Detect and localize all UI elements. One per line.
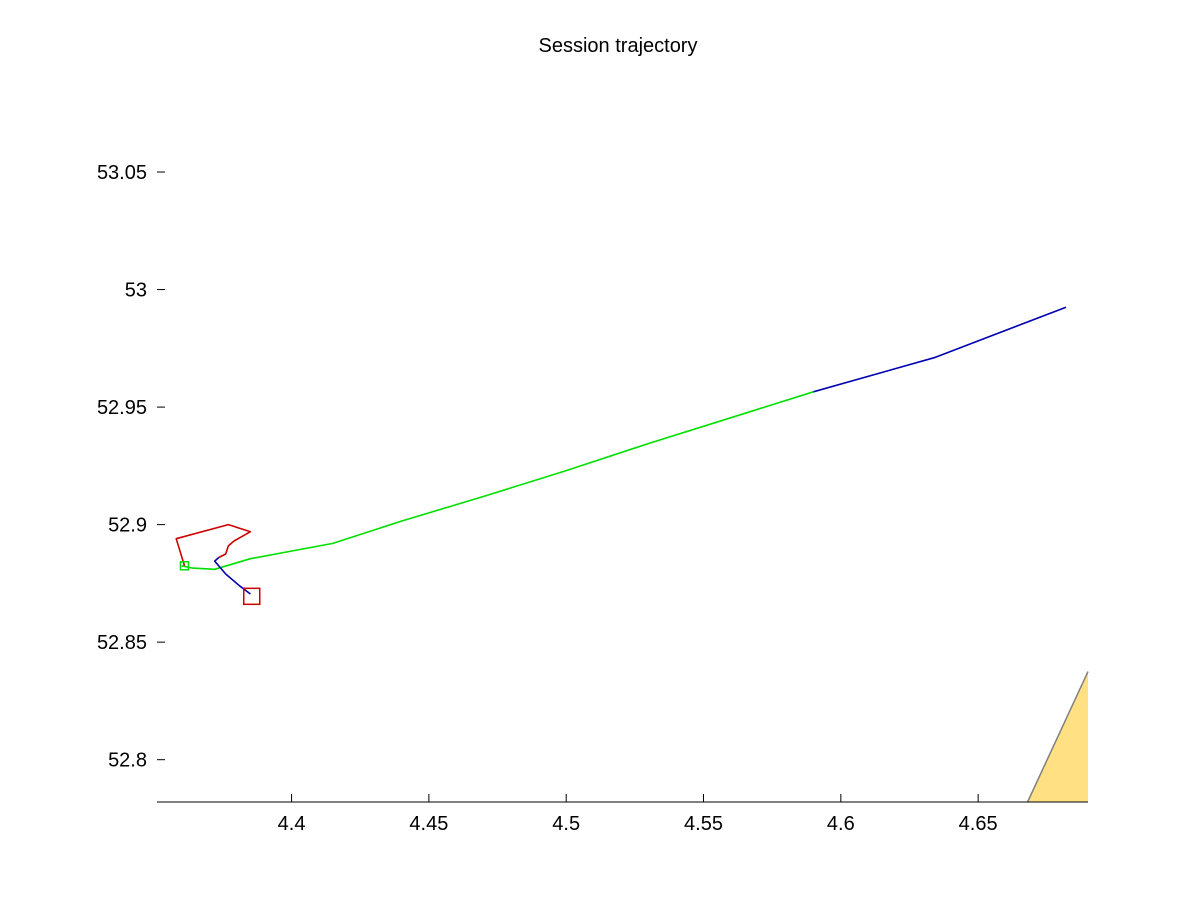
start-marker bbox=[179, 561, 190, 571]
coastline bbox=[1026, 671, 1089, 803]
x-tick-label: 4.45 bbox=[409, 813, 448, 835]
y-tick-label: 52.9 bbox=[108, 515, 147, 537]
x-tick-label: 4.55 bbox=[684, 813, 723, 835]
y-tick-label: 53 bbox=[125, 280, 147, 302]
land-layer bbox=[1026, 671, 1089, 803]
x-tick-label: 4.5 bbox=[552, 813, 580, 835]
trajectory-segment-2 bbox=[813, 306, 1067, 393]
y-tick-label: 52.8 bbox=[108, 750, 147, 772]
series-layer bbox=[175, 306, 1067, 595]
trajectory-segment-1 bbox=[181, 391, 814, 571]
x-tick-label: 4.4 bbox=[278, 813, 306, 835]
x-tick-label: 4.6 bbox=[827, 813, 855, 835]
y-tick-label: 52.95 bbox=[97, 397, 147, 419]
y-tick-label: 53.05 bbox=[97, 162, 147, 184]
marker-layer bbox=[179, 561, 261, 606]
end-marker bbox=[242, 587, 261, 606]
y-tick-label: 52.85 bbox=[97, 632, 147, 654]
trajectory-segment-3 bbox=[175, 523, 252, 567]
axes-layer: 4.4 4.45 4.5 4.55 4.6 4.65 52.8 52.85 52.9 52.95 5… bbox=[97, 162, 1088, 835]
x-tick-label: 4.65 bbox=[959, 813, 998, 835]
chart-title: Session trajectory bbox=[539, 35, 698, 57]
